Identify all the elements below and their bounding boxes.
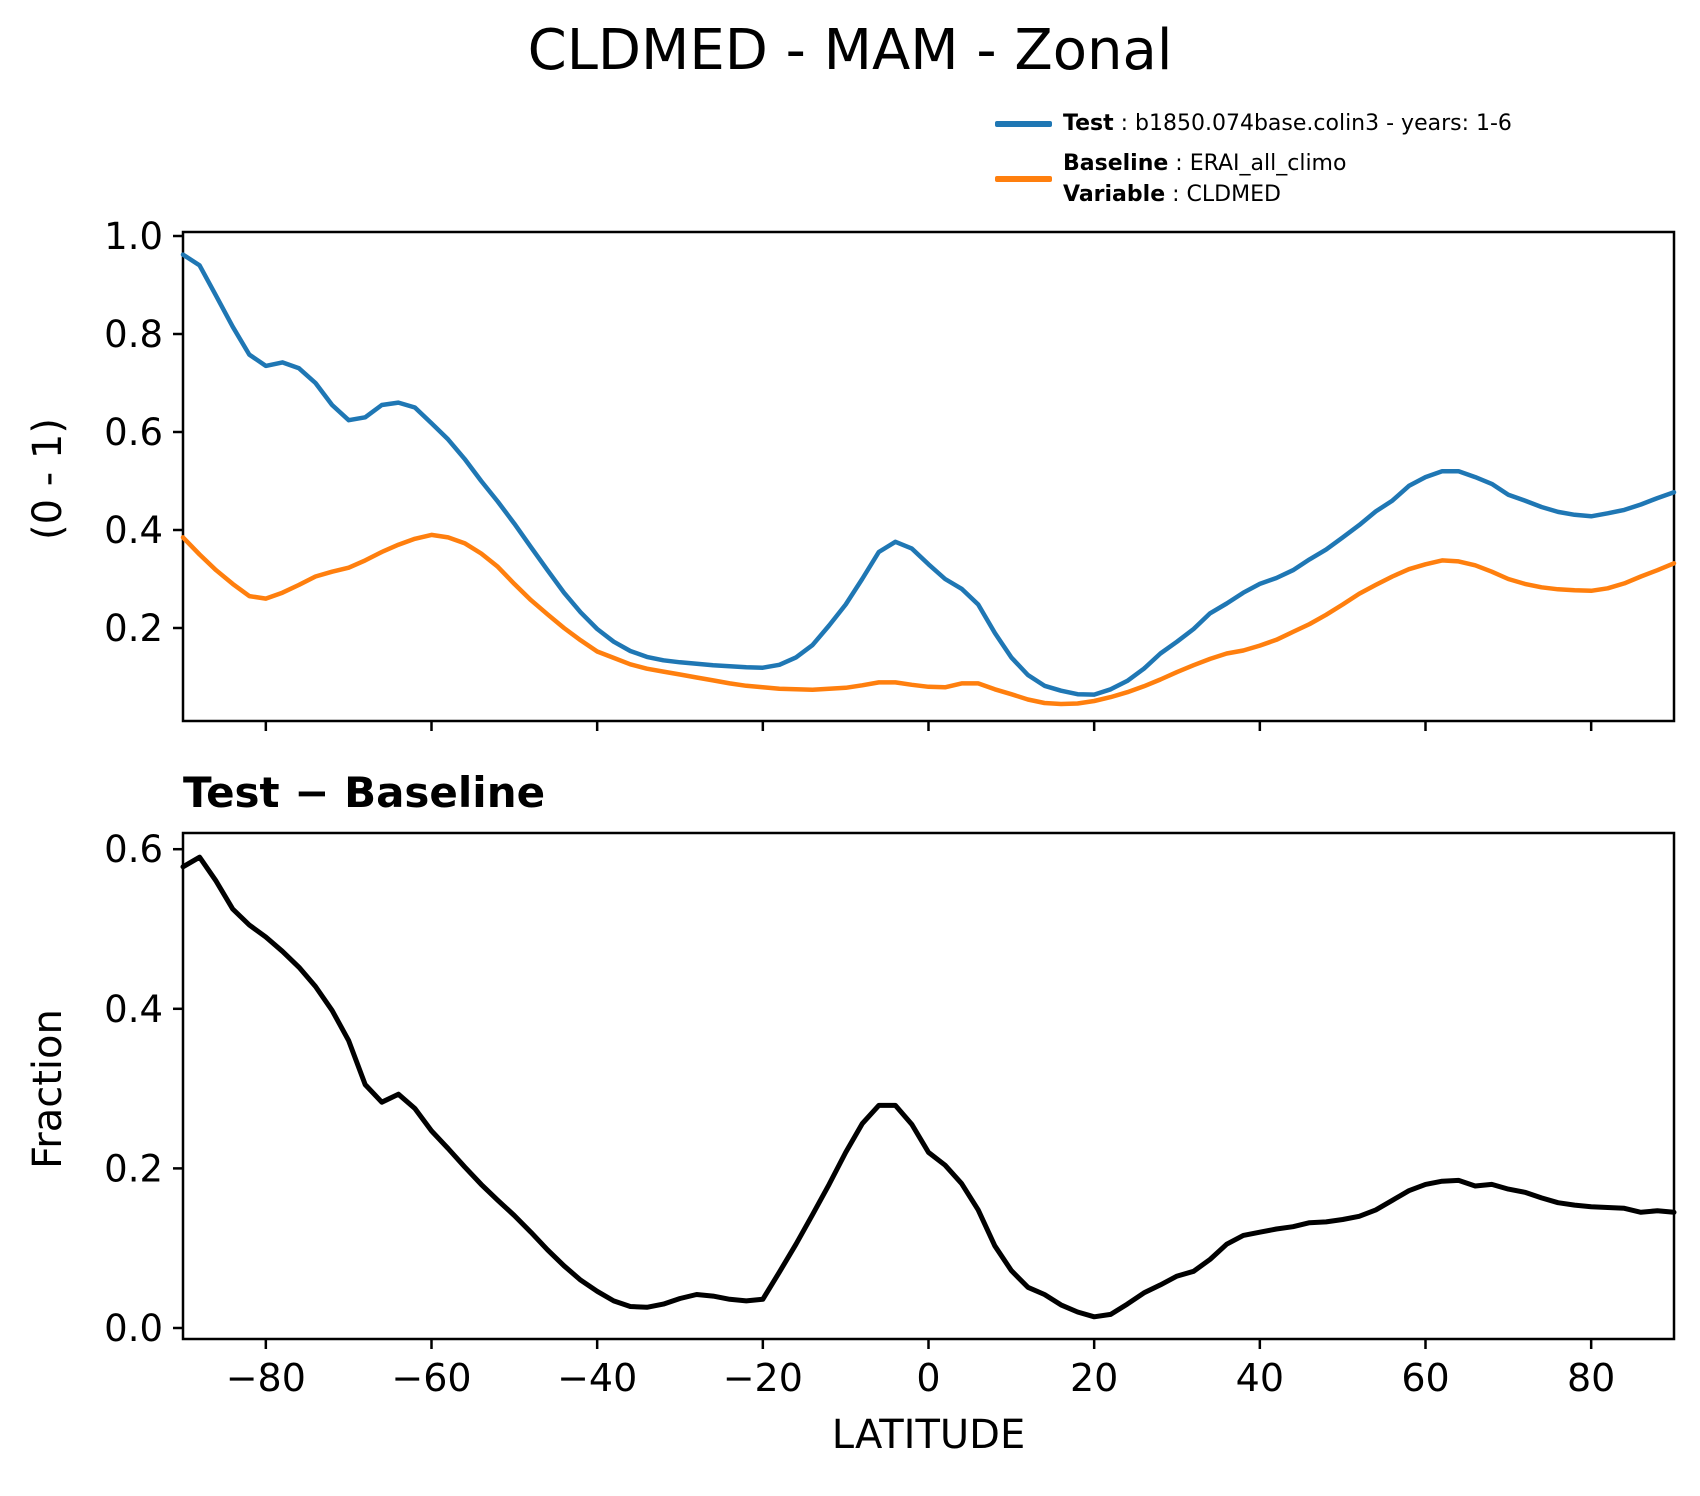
page-title: CLDMED - MAM - Zonal <box>527 18 1173 83</box>
test-line <box>180 252 1677 697</box>
y-tick-label: 0.6 <box>104 828 163 871</box>
y-tick-label: 0.4 <box>104 509 163 552</box>
x-tick-label: 40 <box>1236 1356 1284 1400</box>
baseline-line <box>180 532 1677 707</box>
legend-item-baseline: Baseline : ERAI_all_climo Variable : CLD… <box>995 148 1635 207</box>
x-tick-label: −60 <box>391 1356 471 1400</box>
x-tick-label: −20 <box>723 1356 803 1400</box>
top-panel-frame <box>181 230 1676 723</box>
difference-panel-frame <box>181 831 1676 1341</box>
difference-line <box>180 854 1677 1320</box>
baseline-line-swatch <box>995 176 1052 182</box>
y-tick-label: 0.2 <box>104 607 163 650</box>
y-tick-label: 1.0 <box>104 215 163 258</box>
x-tick-label: 60 <box>1401 1356 1449 1400</box>
x-tick-label: 20 <box>1070 1356 1118 1400</box>
y-tick-label: 0.2 <box>104 1147 163 1190</box>
y-tick-label: 0.4 <box>104 988 163 1031</box>
x-tick-label: 0 <box>916 1356 940 1400</box>
x-tick-label: 80 <box>1567 1356 1615 1400</box>
legend-item-test: Test : b1850.074base.colin3 - years: 1-6 <box>995 108 1635 138</box>
legend-label-baseline: Baseline : ERAI_all_climo Variable : CLD… <box>1063 151 1347 207</box>
y-tick-label: 0.0 <box>104 1307 163 1350</box>
x-tick-label: −40 <box>557 1356 637 1400</box>
x-axis-label: LATITUDE <box>831 1412 1026 1458</box>
test-line-swatch <box>995 121 1052 127</box>
difference-panel-title: Test − Baseline <box>183 768 546 817</box>
legend-label-test: Test : b1850.074base.colin3 - years: 1-6 <box>1063 111 1512 136</box>
y-tick-label: 0.8 <box>104 313 163 356</box>
y-tick-label: 0.6 <box>104 411 163 454</box>
x-tick-label: −80 <box>226 1356 306 1400</box>
legend: Test : b1850.074base.colin3 - years: 1-6… <box>995 108 1635 207</box>
